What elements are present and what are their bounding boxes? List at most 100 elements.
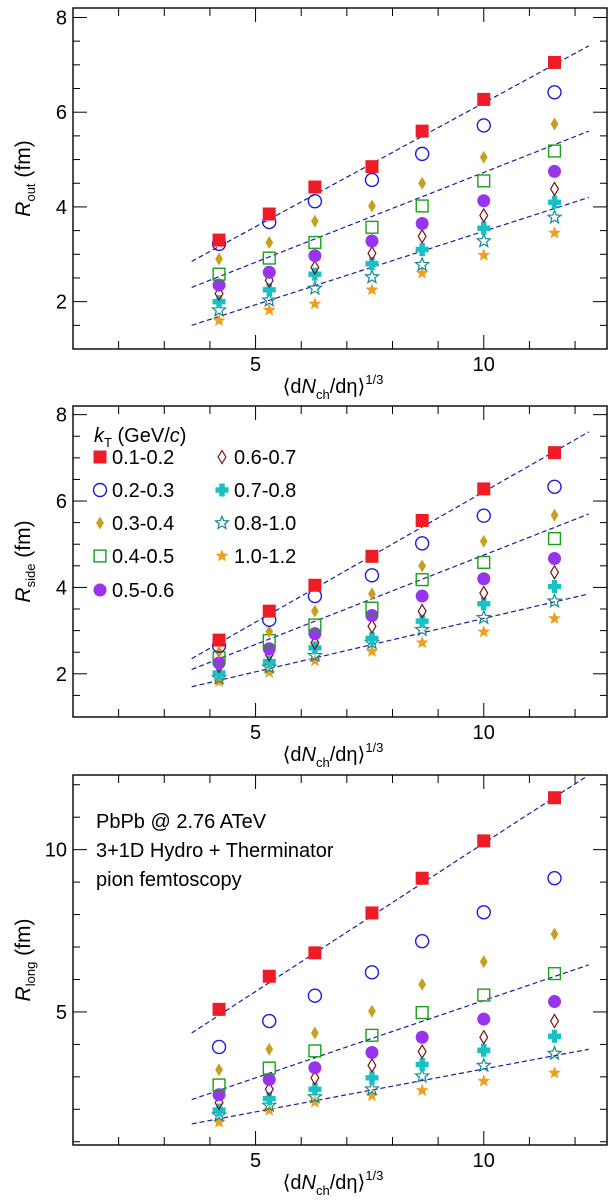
x-axis-label-mid: /dη⟩ [330, 744, 366, 766]
data-point [548, 551, 562, 565]
x-axis-label: ⟨dNch/dη⟩1/3 [283, 740, 384, 770]
data-point [477, 834, 491, 848]
data-point [548, 446, 562, 460]
data-point [306, 1088, 323, 1104]
annotation-line-1: PbPb @ 2.76 ATeV [96, 811, 267, 833]
y-tick-label: 8 [56, 7, 67, 29]
data-point [477, 248, 491, 261]
y-axis-label-sub: out [23, 183, 38, 201]
data-point [477, 555, 491, 569]
y-axis-label-unit: (fm) [12, 140, 35, 183]
data-point [477, 597, 491, 611]
legend-title-close: ) [180, 425, 187, 447]
data-point [262, 265, 276, 279]
data-point [310, 214, 319, 228]
data-point [212, 267, 226, 281]
data-point [548, 1066, 561, 1079]
legend-item-0.3-0.4: 0.3-0.4 [96, 513, 174, 535]
legend-label: 0.1-0.2 [112, 447, 174, 469]
x-axis-label-mid: /dη⟩ [330, 376, 366, 398]
data-point [547, 871, 562, 886]
x-axis-label-n: N [302, 1172, 317, 1194]
data-point [365, 257, 379, 271]
data-point [549, 564, 560, 580]
data-point [310, 635, 320, 651]
data-point [548, 226, 561, 239]
y-tick-label: 4 [56, 577, 67, 599]
data-point [414, 146, 430, 162]
series-0.3-0.4 [215, 508, 559, 659]
y-tick-label: 2 [56, 664, 67, 686]
x-axis-label-mid: /dη⟩ [330, 1172, 366, 1194]
fit-line-2 [191, 513, 589, 671]
data-point [477, 92, 491, 106]
data-point [414, 256, 431, 272]
data-point [415, 199, 429, 213]
data-point [548, 580, 562, 594]
data-point [215, 1063, 223, 1077]
data-point [212, 1078, 226, 1092]
fit-line-1 [191, 774, 590, 1034]
data-point [212, 278, 226, 292]
data-point [549, 1013, 560, 1029]
legend-marker [215, 483, 229, 497]
data-point [477, 1043, 491, 1057]
series-0.6-0.7 [214, 181, 560, 302]
data-point [547, 479, 562, 494]
panel-out: 5 10 2 4 6 8 Rout (fm) ⟨dNch/dη⟩1/3 [12, 7, 608, 402]
data-point [550, 927, 559, 941]
y-tick-label: 6 [56, 491, 67, 513]
legend-item-0.4-0.5: 0.4-0.5 [93, 546, 174, 568]
series-0.1-0.2 [212, 55, 562, 247]
data-point [414, 536, 430, 551]
y-axis-label-r: R [12, 986, 35, 1001]
data-point [475, 232, 492, 248]
data-point [308, 946, 322, 960]
legend-marker [217, 449, 227, 465]
data-point [308, 297, 322, 310]
data-point [210, 669, 228, 686]
data-point [212, 633, 226, 647]
data-point [477, 1012, 491, 1026]
data-point [368, 199, 376, 213]
data-point [365, 282, 379, 296]
y-tick-label: 8 [56, 405, 67, 427]
series-0.2-0.3 [211, 85, 562, 252]
data-point [262, 303, 276, 316]
data-point [475, 609, 492, 625]
data-point [548, 791, 562, 805]
data-point [546, 208, 563, 225]
data-point [215, 252, 223, 266]
data-point [365, 160, 379, 174]
data-point [308, 249, 322, 263]
data-point [479, 150, 488, 164]
data-point [417, 603, 427, 619]
x-axis-label-open: ⟨d [283, 376, 302, 398]
x-axis-label-sub: ch [316, 387, 330, 402]
series-1.0-1.2 [212, 1066, 561, 1128]
data-point [477, 625, 491, 638]
legend-item-0.5-0.6: 0.5-0.6 [93, 580, 174, 602]
y-tick-label: 4 [56, 197, 67, 219]
series-0.6-0.7 [214, 564, 560, 674]
legend-item-0.8-1.0: 0.8-1.0 [213, 513, 296, 535]
series-0.2-0.3 [211, 479, 562, 653]
data-point [308, 618, 322, 632]
data-point [548, 55, 562, 69]
data-point [415, 1058, 429, 1072]
y-axis-label-unit: (fm) [12, 919, 35, 962]
data-point [261, 1096, 278, 1113]
y-axis-label: Rlong (fm) [12, 919, 38, 1002]
data-point [264, 1081, 274, 1097]
data-point [365, 1046, 379, 1059]
data-point [415, 216, 429, 230]
data-point [262, 1092, 276, 1106]
data-point [415, 1005, 429, 1020]
x-tick-label: 5 [250, 354, 261, 376]
x-tick-label: 5 [250, 1150, 261, 1172]
data-point [308, 1044, 322, 1058]
data-point [308, 235, 322, 250]
data-point [211, 1039, 227, 1055]
legend-title-sub: T [104, 435, 112, 450]
